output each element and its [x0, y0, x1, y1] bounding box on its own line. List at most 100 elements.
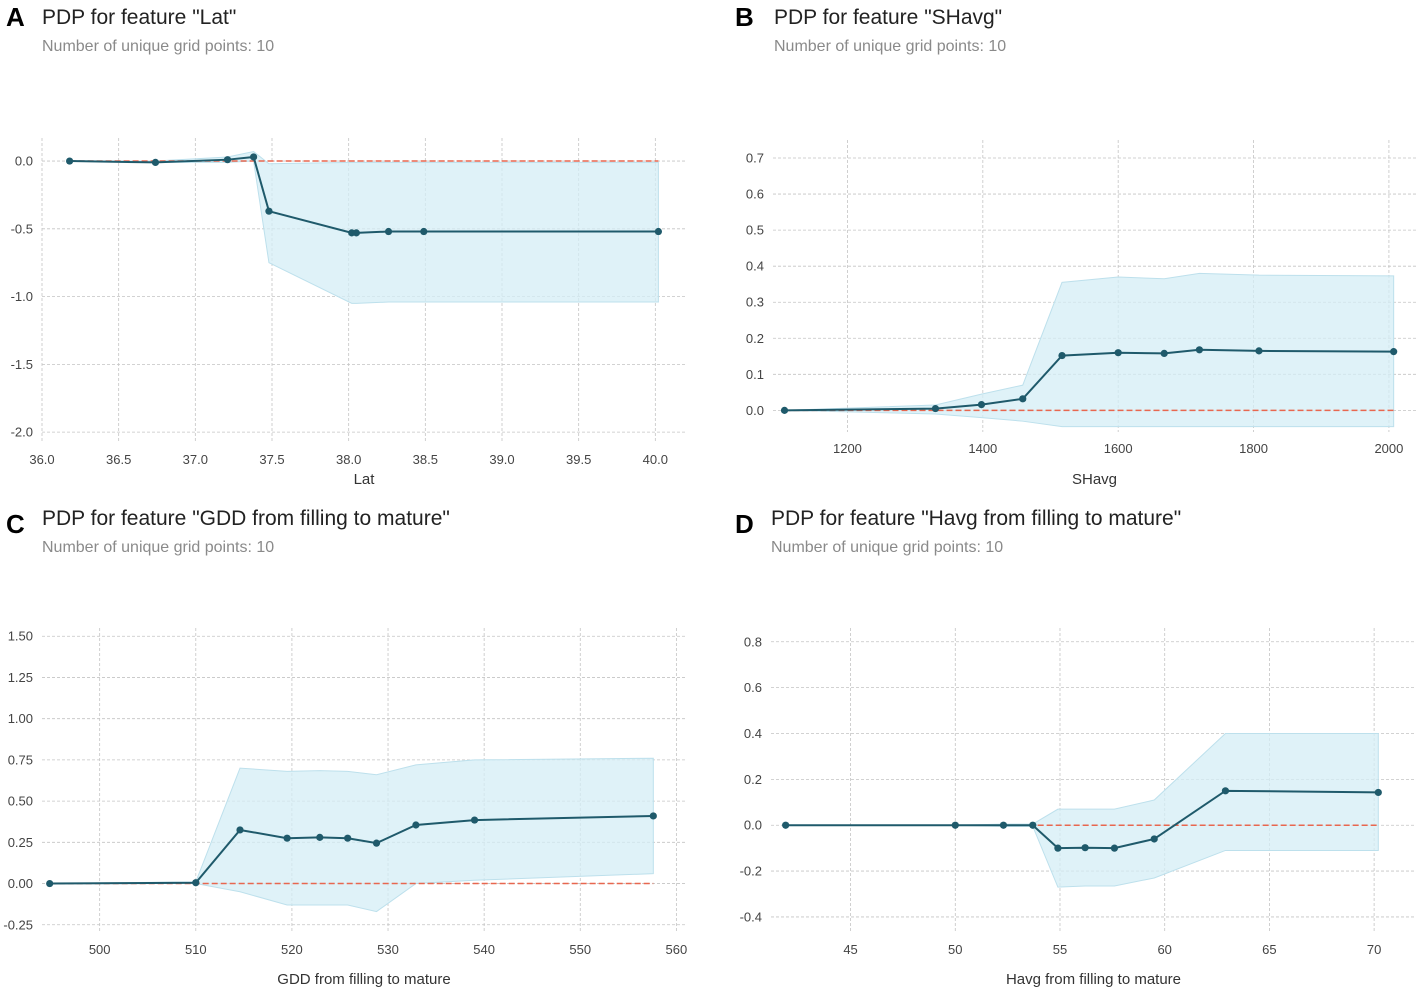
- confidence-band: [785, 732, 1379, 888]
- y-tick-label: 0.0: [15, 154, 33, 169]
- x-axis-label: Havg from filling to mature: [1006, 971, 1181, 988]
- chart-title: PDP for feature "Havg from filling to ma…: [771, 507, 1182, 530]
- y-tick-label: 0.6: [744, 680, 762, 695]
- x-axis-label: Lat: [354, 471, 376, 488]
- panel-letter: C: [6, 509, 25, 539]
- panel-a: A PDP for feature "Lat" Number of unique…: [0, 0, 708, 494]
- y-tick-label: -1.5: [11, 357, 33, 372]
- x-tick-label: 36.5: [106, 452, 131, 467]
- y-tick-label: 0.00: [8, 876, 33, 891]
- data-point: [951, 821, 959, 829]
- y-tick-label: 1.25: [8, 670, 33, 685]
- data-point: [470, 816, 479, 824]
- y-tick-label: 0.7: [746, 151, 764, 166]
- y-tick-label: 0.4: [744, 726, 762, 741]
- x-tick-label: 70: [1367, 942, 1381, 957]
- data-point: [1058, 351, 1066, 360]
- x-tick-label: 37.5: [259, 452, 284, 467]
- data-point: [265, 207, 273, 215]
- x-tick-label: 39.5: [566, 452, 591, 467]
- x-tick-label: 37.0: [183, 452, 208, 467]
- x-axis-label: GDD from filling to mature: [277, 971, 450, 988]
- x-axis-label: SHavg: [1072, 471, 1117, 488]
- x-tick-label: 540: [473, 942, 495, 957]
- x-tick-label: 38.5: [413, 452, 438, 467]
- chart-title: PDP for feature "SHavg": [774, 6, 1003, 29]
- data-point: [316, 833, 324, 841]
- y-tick-label: -0.2: [740, 864, 762, 879]
- data-point: [1221, 787, 1230, 795]
- data-point: [352, 229, 360, 237]
- y-tick-label: 0.0: [746, 403, 764, 418]
- y-tick-label: 1.50: [8, 629, 33, 644]
- y-tick-label: -2.0: [11, 425, 33, 440]
- x-tick-label: 2000: [1374, 441, 1403, 456]
- data-point: [1160, 349, 1168, 358]
- y-tick-label: 1.00: [8, 711, 33, 726]
- y-tick-label: -0.4: [740, 909, 762, 924]
- y-tick-label: 0.4: [746, 259, 764, 274]
- data-point: [1374, 788, 1382, 797]
- y-tick-label: 0.2: [746, 331, 764, 346]
- confidence-band: [69, 151, 659, 304]
- panel-c: C PDP for feature "GDD from filling to m…: [0, 495, 708, 989]
- x-tick-label: 520: [281, 942, 303, 957]
- data-point: [1019, 395, 1027, 403]
- confidence-band: [49, 757, 654, 913]
- data-point: [250, 153, 258, 161]
- data-point: [66, 157, 74, 165]
- data-point: [412, 821, 420, 829]
- panel-letter: D: [735, 509, 754, 539]
- y-tick-label: 0.75: [8, 752, 33, 767]
- data-point: [780, 406, 789, 414]
- data-point: [1114, 349, 1122, 357]
- panel-b: B PDP for feature "SHavg" Number of uniq…: [709, 0, 1417, 494]
- chart-subtitle: Number of unique grid points: 10: [42, 539, 275, 556]
- x-tick-label: 55: [1053, 942, 1067, 957]
- grid: [771, 628, 1416, 933]
- data-point: [283, 834, 291, 842]
- y-tick-label: 0.6: [746, 187, 764, 202]
- y-tick-label: 0.3: [746, 295, 764, 310]
- panel-d: D PDP for feature "Havg from filling to …: [709, 495, 1417, 989]
- y-tick-label: -0.25: [3, 917, 33, 932]
- data-point: [1150, 835, 1158, 843]
- y-tick-label: 0.25: [8, 835, 33, 850]
- data-point: [1110, 844, 1119, 852]
- data-point: [782, 821, 790, 829]
- pdp-line: [785, 789, 1379, 850]
- x-tick-label: 1800: [1239, 441, 1268, 456]
- x-tick-label: 1400: [968, 441, 997, 456]
- chart-subtitle: Number of unique grid points: 10: [771, 539, 1004, 556]
- pdp-chart-shavg: 1200 1400 1600 1800 2000 0.0 0.1 0.2 0.3 0.4 0.5 0.…: [746, 140, 1416, 488]
- data-point: [420, 227, 428, 236]
- x-tick-label: 550: [569, 942, 591, 957]
- y-tick-label: 0.5: [746, 223, 764, 238]
- pdp-chart-gdd: 500 510 520 530 540 550 560 -0.25 0.00 0.25 0.50 0.…: [3, 628, 687, 988]
- x-tick-label: 500: [89, 942, 111, 957]
- chart-subtitle: Number of unique grid points: 10: [42, 38, 275, 55]
- data-point: [1255, 347, 1263, 355]
- data-point: [1195, 346, 1204, 354]
- pdp-line: [49, 814, 654, 885]
- x-tick-label: 510: [185, 942, 207, 957]
- data-point: [1390, 348, 1398, 356]
- data-point: [649, 812, 657, 820]
- data-point: [192, 879, 200, 887]
- panel-letter: A: [6, 2, 25, 32]
- x-tick-label: 1600: [1104, 441, 1133, 456]
- chart-title: PDP for feature "GDD from filling to mat…: [42, 507, 450, 530]
- data-point: [372, 839, 381, 847]
- data-point: [151, 158, 160, 166]
- x-tick-label: 36.0: [29, 452, 54, 467]
- panel-letter: B: [735, 2, 754, 32]
- confidence-band: [784, 272, 1395, 428]
- x-tick-label: 60: [1157, 942, 1171, 957]
- y-tick-label: 0.50: [8, 794, 33, 809]
- data-point: [1029, 821, 1037, 829]
- y-tick-label: -1.0: [11, 289, 33, 304]
- data-point: [236, 826, 244, 834]
- y-tick-label: 0.1: [746, 367, 764, 382]
- data-point: [1054, 844, 1062, 852]
- data-point: [384, 227, 393, 236]
